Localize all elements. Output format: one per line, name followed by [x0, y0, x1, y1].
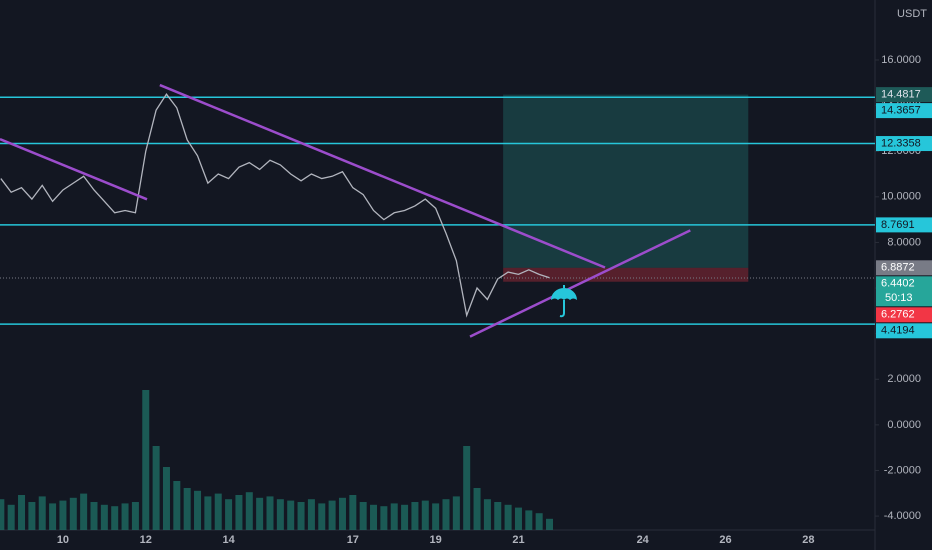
volume-bar [183, 488, 191, 530]
volume-bar [328, 500, 336, 530]
y-tick-label: 10.0000 [881, 191, 921, 203]
volume-bar [380, 506, 388, 530]
volume-bar [432, 503, 440, 530]
volume-bar [59, 500, 67, 530]
volume-bar [194, 490, 202, 530]
x-tick-label: 21 [512, 534, 524, 546]
volume-bar [111, 506, 119, 530]
price-label: 8.7691 [881, 219, 915, 231]
x-tick-label: 17 [347, 534, 359, 546]
volume-bar [38, 496, 46, 530]
volume-bar [318, 503, 326, 530]
volume-bar [307, 499, 315, 530]
volume-bar [483, 499, 491, 530]
volume-bar [297, 502, 305, 530]
x-tick-label: 28 [802, 534, 814, 546]
volume-bar [121, 503, 129, 530]
volume-bar [514, 507, 522, 530]
volume-bar [421, 500, 429, 530]
volume-bar [452, 496, 460, 530]
volume-bar [401, 504, 409, 530]
price-label-box [876, 260, 932, 276]
volume-bar [473, 488, 481, 530]
volume-bar [525, 510, 533, 530]
volume-bar [390, 503, 398, 530]
y-tick-label: 16.0000 [881, 54, 921, 66]
volume-bar [266, 496, 274, 530]
x-tick-label: 14 [222, 534, 235, 546]
volume-bar [69, 497, 77, 530]
x-tick-label: 12 [140, 534, 152, 546]
volume-bar [49, 503, 57, 530]
price-line [0, 93, 550, 318]
volume-bar [235, 495, 243, 530]
y-tick-label: 2.0000 [887, 373, 921, 385]
price-label-box [876, 276, 932, 307]
price-label: 14.4817 [881, 89, 921, 101]
trend-line [469, 229, 691, 338]
x-tick-label: 19 [430, 534, 442, 546]
price-label-box [876, 87, 932, 103]
price-label-box [876, 307, 932, 323]
volume-bar [276, 499, 284, 530]
volume-bar [90, 502, 98, 530]
volume-bar [80, 493, 88, 530]
volume-bar [442, 499, 450, 530]
volume-bar [338, 497, 346, 530]
countdown-label: 50:13 [885, 292, 913, 304]
price-label: 14.3657 [881, 105, 921, 117]
volume-bar [546, 518, 554, 530]
volume-bar [504, 504, 512, 530]
volume-bar [370, 504, 378, 530]
trend-line [159, 83, 606, 269]
volume-bar [204, 496, 212, 530]
y-tick-label: 0.0000 [887, 419, 921, 431]
price-label-box [876, 217, 932, 233]
trend-line [0, 137, 148, 201]
price-label-box [876, 103, 932, 119]
x-tick-label: 26 [719, 534, 731, 546]
volume-bar [7, 504, 15, 530]
volume-bar [349, 495, 357, 530]
volume-bar [535, 513, 543, 530]
volume-bar [162, 467, 170, 530]
y-tick-label: -4.0000 [884, 510, 921, 522]
x-tick-label: 10 [57, 534, 69, 546]
volume-bar [463, 446, 471, 530]
profit-zone [503, 94, 749, 268]
price-label: 6.4402 [881, 278, 915, 290]
volume-bar [494, 502, 502, 530]
volume-bar [0, 499, 5, 530]
volume-bar [287, 500, 295, 530]
umbrella-icon [551, 285, 577, 318]
currency-label: USDT [897, 8, 927, 20]
price-label-box [876, 323, 932, 339]
volume-bar [256, 497, 264, 530]
volume-bar [225, 499, 233, 530]
volume-bar [214, 493, 222, 530]
price-label: 4.4194 [881, 325, 915, 337]
price-label: 6.8872 [881, 262, 915, 274]
x-tick-label: 24 [637, 534, 650, 546]
volume-bar [152, 446, 160, 530]
price-label: 6.2762 [881, 309, 915, 321]
volume-bar [142, 390, 150, 530]
volume-bar [411, 502, 419, 530]
volume-bar [18, 495, 26, 530]
y-tick-label: -2.0000 [884, 464, 921, 476]
y-tick-label: 8.0000 [887, 236, 921, 248]
price-label-box [876, 136, 932, 152]
volume-bar [173, 481, 181, 530]
volume-bar [131, 502, 139, 530]
volume-bar [359, 502, 367, 530]
volume-bar [28, 502, 36, 530]
volume-bar [100, 504, 108, 530]
price-label: 12.3358 [881, 137, 921, 149]
volume-bar [245, 492, 253, 530]
